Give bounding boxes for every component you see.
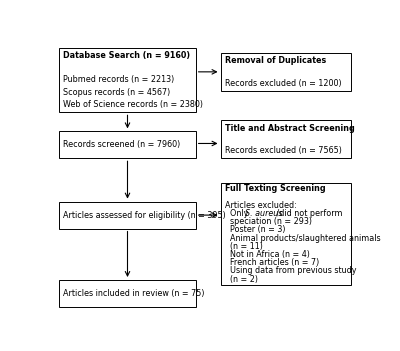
Text: Only: Only <box>224 209 250 218</box>
Text: Records screened (n = 7960): Records screened (n = 7960) <box>63 140 180 149</box>
Text: Not in Africa (n = 4): Not in Africa (n = 4) <box>224 250 310 259</box>
Text: Records excluded (n = 1200): Records excluded (n = 1200) <box>224 79 341 87</box>
Text: Full Texting Screening: Full Texting Screening <box>224 184 325 193</box>
FancyBboxPatch shape <box>59 201 196 229</box>
Text: Poster (n = 3): Poster (n = 3) <box>224 225 285 234</box>
Text: Using data from previous study: Using data from previous study <box>224 266 356 276</box>
Text: Title and Abstract Screening: Title and Abstract Screening <box>224 124 354 133</box>
Text: Removal of Duplicates: Removal of Duplicates <box>224 56 326 65</box>
FancyBboxPatch shape <box>59 131 196 158</box>
Text: Articles included in review (n = 75): Articles included in review (n = 75) <box>63 289 205 298</box>
Text: (n = 11): (n = 11) <box>224 242 262 251</box>
Text: S. aureus: S. aureus <box>244 209 282 218</box>
FancyBboxPatch shape <box>220 120 351 158</box>
Text: Animal products/slaughtered animals: Animal products/slaughtered animals <box>224 234 380 243</box>
FancyBboxPatch shape <box>59 47 196 112</box>
Text: French articles (n = 7): French articles (n = 7) <box>224 258 319 267</box>
Text: speciation (n = 293): speciation (n = 293) <box>224 217 312 226</box>
Text: Articles excluded:: Articles excluded: <box>224 201 296 210</box>
Text: Records excluded (n = 7565): Records excluded (n = 7565) <box>224 146 342 155</box>
FancyBboxPatch shape <box>220 183 351 285</box>
FancyBboxPatch shape <box>220 53 351 91</box>
Text: /did not perform: /did not perform <box>274 209 342 218</box>
Text: Web of Science records (n = 2380): Web of Science records (n = 2380) <box>63 100 203 109</box>
FancyBboxPatch shape <box>59 280 196 307</box>
Text: Database Search (n = 9160): Database Search (n = 9160) <box>63 51 190 60</box>
Text: Pubmed records (n = 2213): Pubmed records (n = 2213) <box>63 75 174 85</box>
Text: (n = 2): (n = 2) <box>224 274 258 284</box>
Text: Articles assessed for eligibility (n = 395): Articles assessed for eligibility (n = 3… <box>63 211 226 220</box>
Text: Scopus records (n = 4567): Scopus records (n = 4567) <box>63 87 170 97</box>
